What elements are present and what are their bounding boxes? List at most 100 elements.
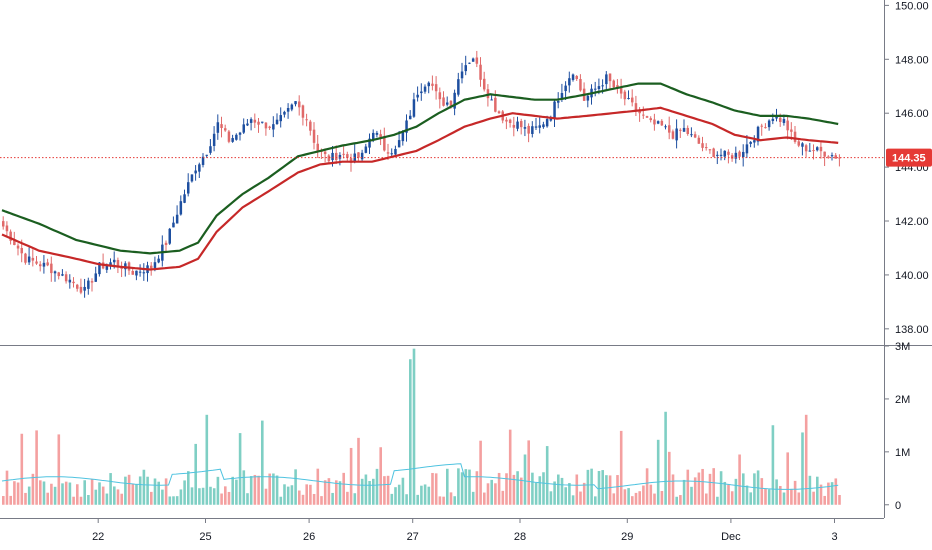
candle-body[interactable] [779,117,782,123]
candle-body[interactable] [642,114,645,116]
candle-body[interactable] [538,125,542,128]
volume-bar[interactable] [116,489,120,505]
volume-bar[interactable] [161,489,164,505]
volume-bar[interactable] [342,472,345,505]
candle-body[interactable] [645,116,649,118]
candle-body[interactable] [834,155,838,159]
volume-bar[interactable] [190,487,194,505]
volume-bar[interactable] [9,495,12,505]
volume-bar[interactable] [486,483,490,505]
candle-body[interactable] [497,111,501,114]
candle-body[interactable] [627,98,630,100]
volume-bar[interactable] [460,472,464,505]
candle-body[interactable] [483,78,486,90]
candle-body[interactable] [238,132,242,135]
volume-bar[interactable] [242,470,246,505]
volume-bar[interactable] [35,430,38,505]
candle-body[interactable] [545,119,549,127]
candle-body[interactable] [597,86,601,90]
volume-bar[interactable] [634,492,638,505]
volume-bar[interactable] [216,476,220,505]
candle-body[interactable] [468,62,471,64]
volume-bar[interactable] [827,482,830,505]
candle-body[interactable] [397,140,401,148]
candle-body[interactable] [701,143,704,148]
volume-bar[interactable] [804,414,808,505]
candle-body[interactable] [90,281,94,283]
candle-body[interactable] [508,119,512,123]
volume-bar[interactable] [235,479,238,505]
volume-bar[interactable] [664,411,667,505]
candle-body[interactable] [298,101,301,108]
candle-body[interactable] [457,79,460,95]
candle-body[interactable] [164,242,168,246]
candle-body[interactable] [116,259,120,266]
candle-body[interactable] [183,194,186,203]
candle-body[interactable] [568,78,571,86]
candle-body[interactable] [331,152,334,161]
candle-body[interactable] [797,141,801,146]
volume-bar[interactable] [346,491,349,505]
candle-body[interactable] [516,121,519,129]
volume-bar[interactable] [409,359,412,505]
candle-body[interactable] [790,129,793,132]
volume-bar[interactable] [187,471,190,505]
candle-body[interactable] [212,133,216,146]
candle-body[interactable] [138,271,142,273]
candle-body[interactable] [823,151,826,157]
volume-bar[interactable] [649,484,653,505]
volume-bar[interactable] [205,414,209,505]
candle-body[interactable] [531,126,534,134]
candle-body[interactable] [475,57,479,64]
candle-body[interactable] [205,154,209,156]
candle-body[interactable] [264,122,268,129]
volume-bar[interactable] [57,434,61,505]
candle-body[interactable] [79,286,83,293]
volume-bar[interactable] [797,492,801,505]
volume-bar[interactable] [98,482,101,505]
volume-bar[interactable] [675,496,678,505]
candle-body[interactable] [283,111,286,115]
volume-bar[interactable] [782,492,786,505]
candle-body[interactable] [505,119,508,122]
volume-bar[interactable] [760,478,764,505]
volume-bar[interactable] [534,482,538,505]
volume-bar[interactable] [172,496,175,505]
volume-bar[interactable] [209,486,212,505]
candle-body[interactable] [416,94,419,98]
volume-bar[interactable] [775,479,778,505]
volume-bar[interactable] [834,478,838,505]
candle-body[interactable] [660,120,664,126]
candle-body[interactable] [527,125,530,134]
volume-bar[interactable] [383,476,386,505]
volume-bar[interactable] [283,484,286,505]
candle-body[interactable] [39,264,42,267]
candle-body[interactable] [190,174,194,182]
volume-pane[interactable] [1,348,841,505]
candle-body[interactable] [605,74,608,85]
candle-body[interactable] [656,121,660,124]
volume-bar[interactable] [298,490,301,505]
candle-body[interactable] [142,272,146,274]
volume-bar[interactable] [686,469,690,505]
candle-body[interactable] [793,131,797,142]
volume-bar[interactable] [745,485,749,505]
volume-bar[interactable] [479,440,482,505]
volume-bar[interactable] [527,440,530,505]
volume-bar[interactable] [353,493,357,505]
candle-body[interactable] [690,134,693,136]
candle-body[interactable] [409,115,412,120]
volume-bar[interactable] [645,468,649,505]
volume-bar[interactable] [179,489,183,505]
volume-bar[interactable] [453,496,456,505]
candle-body[interactable] [686,127,690,134]
candle-body[interactable] [623,91,627,100]
candle-body[interactable] [94,273,98,282]
volume-bar[interactable] [338,481,342,505]
volume-bar[interactable] [427,486,431,505]
candle-body[interactable] [812,150,815,152]
candle-body[interactable] [564,85,567,92]
volume-bar[interactable] [749,492,752,505]
volume-bar[interactable] [808,475,812,505]
volume-bar[interactable] [257,475,260,505]
